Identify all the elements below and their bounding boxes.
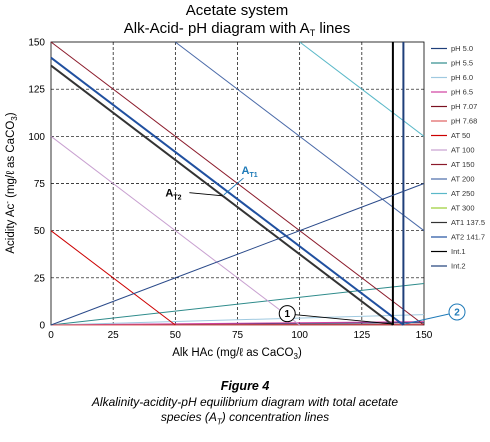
legend-entry-11: AT 300 <box>451 204 475 213</box>
legend-entry-15: Int.2 <box>451 262 466 271</box>
y-tick-label: 125 <box>28 85 45 96</box>
x-axis-label-suffix: ) <box>298 347 302 359</box>
series-line-6 <box>50 230 176 326</box>
chart-subtitle-sub: T <box>310 28 316 38</box>
legend-entry-6: AT 50 <box>451 131 470 140</box>
legend-entry-5: pH 7.68 <box>451 117 477 126</box>
series-line-7 <box>50 135 301 326</box>
legend-entry-8: AT 150 <box>451 160 475 169</box>
y-tick-label: 50 <box>34 226 46 237</box>
y-tick-label: 100 <box>28 132 45 143</box>
annotation-circle-1-arrow <box>295 314 393 325</box>
x-tick-label: 50 <box>170 330 182 341</box>
y-axis-label-mid: (mg/ℓ as CaCO <box>5 121 17 201</box>
legend-entry-3: pH 6.5 <box>451 88 473 97</box>
y-axis-label: Acidity Ac- (mg/ℓ as CaCO3) <box>3 112 19 253</box>
figure-caption-line1: Alkalinity-acidity-pH equilibrium diagra… <box>91 395 399 409</box>
legend-entry-9: AT 200 <box>451 175 475 184</box>
annotation-circle-2 <box>448 303 466 321</box>
x-axis-label-sub: 3 <box>294 352 299 361</box>
annotation-circle-2-label: 2 <box>454 308 460 319</box>
legend-entry-12: AT1 137.5 <box>451 218 485 227</box>
annotation-at2-sub: T2 <box>173 195 181 202</box>
y-axis-label-sup: - <box>3 201 12 204</box>
x-tick-label: 125 <box>353 330 370 341</box>
annotation-circle-1-label: 1 <box>284 309 290 320</box>
chart: Acetate system Alk-Acid- pH diagram with… <box>3 2 485 361</box>
chart-title: Acetate system <box>186 2 289 19</box>
legend-entry-0: pH 5.0 <box>451 44 473 53</box>
figure-caption: Alkalinity-acidity-pH equilibrium diagra… <box>20 395 470 429</box>
x-axis-label: Alk HAc (mg/ℓ as CaCO3) <box>172 347 302 361</box>
y-tick-label: 25 <box>34 273 46 284</box>
y-axis-label-prefix: Acidity Ac <box>5 204 17 254</box>
annotation-at2-arrow <box>189 192 223 197</box>
legend-entry-2: pH 6.0 <box>451 73 473 82</box>
legend-entry-10: AT 250 <box>451 189 475 198</box>
chart-subtitle: Alk-Acid- pH diagram with AT lines <box>124 20 350 38</box>
x-tick-label: 150 <box>416 330 433 341</box>
series-line-16 <box>50 183 425 326</box>
x-tick-label: 100 <box>291 330 308 341</box>
y-axis-label-sub: 3 <box>10 116 19 121</box>
chart-subtitle-suffix: lines <box>315 20 350 37</box>
legend-entry-4: pH 7.07 <box>451 102 477 111</box>
series-line-1 <box>50 283 425 326</box>
y-axis-label-suffix: ) <box>5 112 17 116</box>
x-tick-label: 75 <box>232 330 244 341</box>
legend: pH 5.0 pH 5.5 pH 6.0 pH 6.5 pH 7.07 pH 7.68 AT… <box>431 44 485 271</box>
figure-caption-heading: Figure 4 <box>220 379 270 393</box>
annotation-at1-sub: T1 <box>249 172 257 179</box>
figure-caption-line2-sub: T <box>216 417 222 427</box>
series-line-13 <box>50 56 405 326</box>
legend-entry-14: Int.1 <box>451 247 466 256</box>
figure-caption-line2-suffix: ) concentration lines <box>221 410 330 424</box>
legend-entry-13: AT2 141.7 <box>451 233 485 242</box>
annotation-circle-2-arrow <box>404 313 450 325</box>
x-tick-label: 0 <box>48 330 54 341</box>
x-tick-label: 25 <box>108 330 120 341</box>
y-tick-label: 0 <box>39 321 45 332</box>
series-line-2 <box>50 314 425 326</box>
figure-caption-line2-prefix: species (A <box>160 410 217 424</box>
annotation-at1-arrow <box>223 177 244 196</box>
tick-labels: 0 25 50 75 100 125 150 0 25 50 75 100 125 150 <box>28 38 432 342</box>
legend-entry-1: pH 5.5 <box>451 59 473 68</box>
annotation-circle-1 <box>278 305 296 323</box>
chart-subtitle-prefix: Alk-Acid- pH diagram with A <box>124 20 310 37</box>
legend-entry-7: AT 100 <box>451 146 475 155</box>
x-axis-label-prefix: Alk HAc (mg/ℓ as CaCO <box>172 347 293 359</box>
y-tick-label: 150 <box>28 38 45 49</box>
y-tick-label: 75 <box>34 179 46 190</box>
